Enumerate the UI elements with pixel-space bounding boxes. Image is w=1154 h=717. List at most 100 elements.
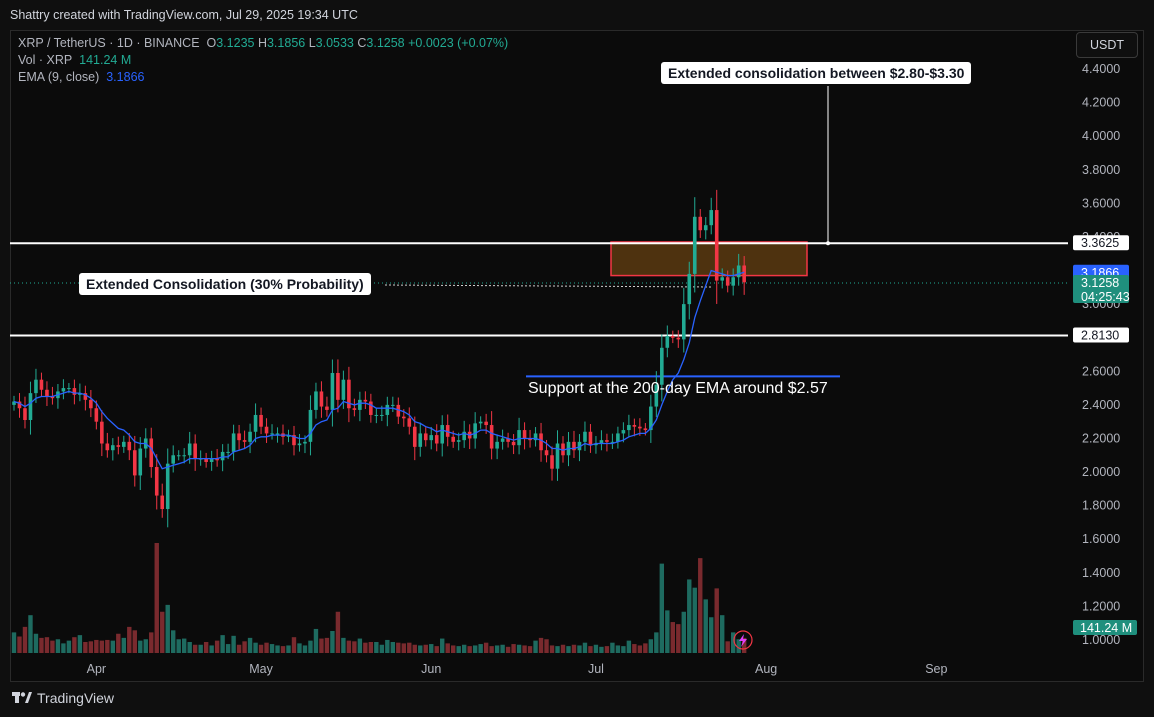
- volume-bars: [11, 543, 747, 653]
- candle-body: [610, 441, 615, 443]
- candle-body: [495, 441, 499, 449]
- volume-bar: [11, 632, 17, 653]
- volume-bar: [17, 636, 22, 653]
- currency-button[interactable]: USDT: [1076, 32, 1138, 58]
- volume-bar: [220, 635, 225, 653]
- volume-bar: [440, 638, 445, 653]
- volume-bar: [181, 638, 187, 653]
- candle-body: [193, 443, 197, 459]
- volume-bar: [593, 644, 599, 653]
- volume-bar: [160, 611, 165, 653]
- volume-bar: [522, 645, 527, 653]
- x-tick-label: Apr: [87, 662, 106, 676]
- candle-body: [709, 210, 714, 226]
- volume-bar: [643, 643, 648, 653]
- candle-body: [500, 438, 505, 442]
- volume-bar: [516, 644, 522, 653]
- y-tick-label: 3.6000: [1082, 196, 1120, 210]
- candle-body: [248, 431, 252, 442]
- candle-body: [725, 277, 730, 286]
- volume-bar: [50, 640, 55, 653]
- volume-bar: [478, 644, 483, 653]
- volume-bar: [390, 642, 396, 653]
- volume-bar: [127, 626, 132, 653]
- ema-label: EMA (9, close): [18, 70, 100, 84]
- candle-body: [572, 441, 576, 451]
- candle-body: [671, 336, 675, 338]
- volume-bar: [105, 639, 110, 653]
- volume-bar: [687, 579, 692, 653]
- candle-body: [220, 451, 225, 461]
- candle-body: [182, 455, 186, 457]
- zone-rect: [610, 241, 808, 277]
- volume-value: 141.24 M: [79, 53, 132, 67]
- volume-bar: [121, 637, 126, 653]
- candle-body: [149, 438, 154, 468]
- volume-bar: [341, 637, 346, 653]
- ema9-line: [13, 269, 745, 470]
- candle-body: [676, 337, 681, 340]
- candle-body: [440, 425, 445, 444]
- x-tick-label: Sep: [925, 662, 947, 676]
- volume-bar: [412, 644, 417, 653]
- volume-bar: [192, 644, 198, 653]
- candle-body: [330, 372, 335, 410]
- low-value: 3.0533: [315, 36, 354, 50]
- volume-bar: [418, 645, 423, 653]
- volume-bar: [22, 626, 28, 653]
- candle-body: [484, 421, 488, 426]
- candle-body: [380, 414, 384, 416]
- candle-body: [325, 406, 329, 410]
- symbol-legend: XRP / TetherUS · 1D · BINANCE O3.1235 H3…: [18, 36, 508, 50]
- tradingview-logo[interactable]: TradingView: [12, 690, 114, 706]
- support-annotation: Support at the 200-day EMA around $2.57: [528, 380, 828, 397]
- volume-bar: [275, 645, 280, 653]
- volume-bar: [302, 645, 308, 653]
- candle-body: [423, 433, 428, 441]
- x-tick-label: May: [249, 662, 273, 676]
- volume-bar: [44, 637, 50, 653]
- volume-bar: [461, 644, 467, 653]
- candle-body: [374, 414, 379, 416]
- y-tick-label: 1.6000: [1082, 532, 1120, 546]
- volume-bar: [308, 640, 313, 653]
- candle-body: [89, 399, 93, 409]
- candle-body: [138, 448, 143, 476]
- candle-body: [654, 384, 659, 407]
- volume-bar: [698, 558, 703, 653]
- candle-body: [412, 426, 417, 447]
- top-annotation: Extended consolidation between $2.80-$3.…: [661, 62, 972, 84]
- candle-body: [577, 441, 582, 451]
- symbol-name: XRP / TetherUS · 1D · BINANCE: [18, 36, 200, 50]
- candle-body: [736, 265, 741, 278]
- volume-bar: [55, 639, 61, 653]
- level-lines: [10, 86, 1068, 378]
- change-value: +0.0023 (+0.07%): [408, 36, 509, 50]
- candle-body: [341, 379, 346, 400]
- candle-body: [336, 372, 340, 400]
- candle-body: [511, 441, 516, 446]
- candle-body: [588, 431, 593, 446]
- volume-bar: [483, 642, 489, 653]
- candle-body: [583, 431, 587, 442]
- leader-dot: [826, 241, 830, 246]
- candle-body: [665, 336, 670, 348]
- candle-body: [100, 421, 104, 444]
- lightning-icon: [733, 630, 753, 650]
- candle-body: [451, 436, 455, 442]
- candle-body: [489, 425, 494, 449]
- candle-body: [111, 445, 115, 451]
- volume-bar: [236, 644, 242, 653]
- volume-bar: [599, 646, 604, 653]
- volume-bar: [500, 644, 505, 653]
- candle-body: [23, 408, 27, 420]
- consolidation-zone: [610, 241, 808, 277]
- ema-legend: EMA (9, close) 3.1866: [18, 70, 144, 84]
- volume-bar: [648, 639, 654, 653]
- volume-bar: [637, 645, 643, 653]
- volume-bar: [225, 644, 231, 653]
- volume-bar: [604, 646, 610, 653]
- volume-label-text: 141.24 M: [1080, 621, 1132, 635]
- volume-bar: [654, 632, 659, 653]
